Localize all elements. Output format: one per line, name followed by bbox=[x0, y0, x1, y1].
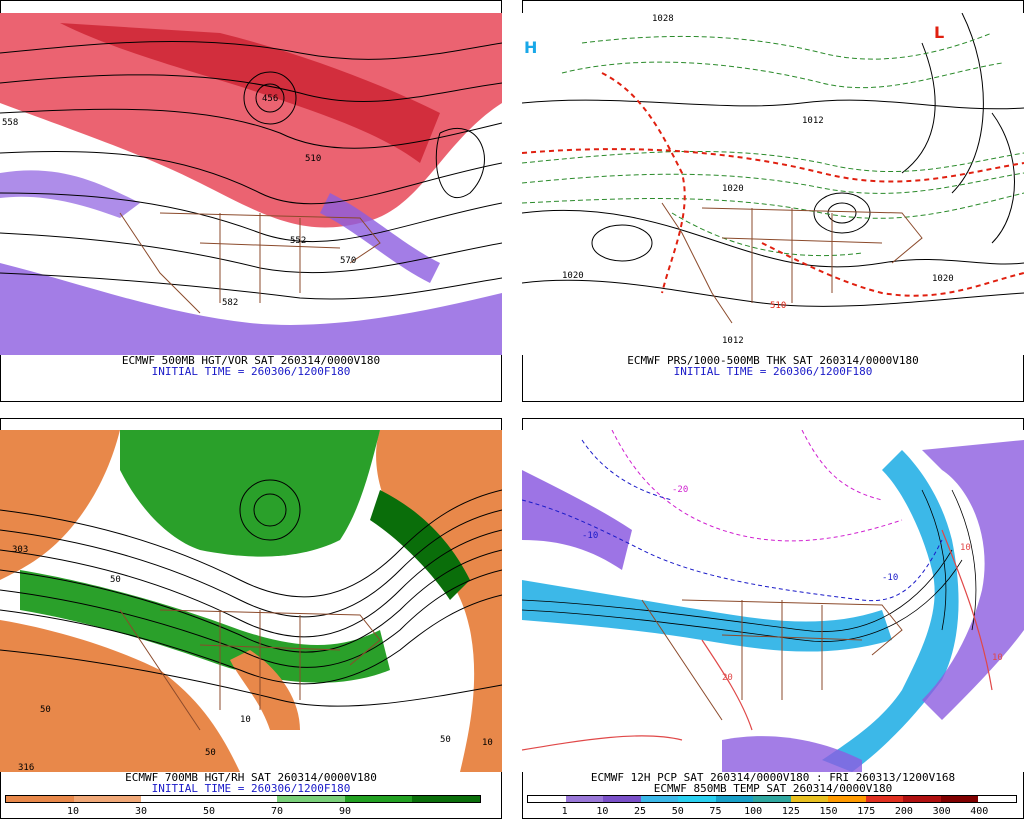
colorbar-swatch bbox=[940, 796, 979, 802]
panel-700mb-hgt-rh: 303 50 50 10 50 316 50 10 ECMWF 700MB HG… bbox=[0, 418, 502, 819]
initial-time: INITIAL TIME = 260306/1200F180 bbox=[151, 365, 351, 378]
contour-label: 558 bbox=[2, 118, 18, 128]
colorbar-tick-label: 30 bbox=[134, 806, 148, 817]
panel-500mb-hgt-vor: 558 510 552 570 582 456 ECMWF 500MB HGT/… bbox=[0, 0, 502, 402]
map-precipitation-temperature: -10 -20 10 -10 10 20 bbox=[522, 430, 1024, 772]
initial-time: INITIAL TIME = 260306/1200F180 bbox=[151, 782, 351, 795]
colorbar-tick-label: 10 bbox=[66, 806, 80, 817]
colorbar-tick-label: 25 bbox=[634, 806, 647, 817]
colorbar-swatch bbox=[565, 796, 604, 802]
colorbar-tick-label: 175 bbox=[857, 806, 876, 817]
rh-colorbar-ticks: 10 30 50 70 90 bbox=[5, 806, 481, 818]
colorbar-swatch bbox=[640, 796, 679, 802]
colorbar-swatch bbox=[603, 796, 641, 802]
contour-label: 582 bbox=[222, 298, 238, 308]
contour-label: 316 bbox=[18, 763, 34, 772]
colorbar-tick-label: 75 bbox=[709, 806, 722, 817]
isobar-label: 1028 bbox=[652, 14, 674, 24]
isotherm-label: -10 bbox=[582, 531, 598, 541]
colorbar-swatch bbox=[828, 796, 866, 802]
colorbar-swatch bbox=[678, 796, 716, 802]
colorbar-swatch bbox=[412, 796, 481, 802]
colorbar-tick-label: 90 bbox=[338, 806, 352, 817]
isobar-label: 1012 bbox=[722, 336, 744, 346]
initial-time: INITIAL TIME = 260306/1200F180 bbox=[673, 365, 873, 378]
panel-prs-thk: L H 1028 1020 1012 1020 1020 1012 510 EC… bbox=[522, 0, 1024, 402]
colorbar-swatch bbox=[344, 796, 413, 802]
panel-caption: ECMWF 700MB HGT/RH SAT 260314/0000V180 bbox=[125, 771, 377, 784]
contour-label: 50 bbox=[205, 748, 216, 758]
colorbar-swatch bbox=[978, 796, 1016, 802]
contour-label: 10 bbox=[240, 715, 251, 725]
map-700mb-humidity: 303 50 50 10 50 316 50 10 bbox=[0, 430, 502, 772]
colorbar-tick-label: 300 bbox=[932, 806, 951, 817]
isobar-label: 1020 bbox=[722, 184, 744, 194]
panel-caption: ECMWF PRS/1000-500MB THK SAT 260314/0000… bbox=[627, 354, 919, 367]
contour-label: 456 bbox=[262, 94, 278, 104]
contour-label: 552 bbox=[290, 236, 306, 246]
isotherm-label: -20 bbox=[672, 485, 688, 495]
contour-label: 570 bbox=[340, 256, 356, 266]
colorbar-swatch bbox=[865, 796, 904, 802]
colorbar-tick-label: 200 bbox=[894, 806, 913, 817]
colorbar-swatch bbox=[715, 796, 754, 802]
colorbar-swatch bbox=[209, 796, 277, 802]
colorbar-swatch bbox=[6, 796, 74, 802]
colorbar-swatch bbox=[790, 796, 829, 802]
colorbar-tick-label: 70 bbox=[270, 806, 284, 817]
colorbar-tick-label: 150 bbox=[819, 806, 838, 817]
colorbar-swatch bbox=[528, 796, 566, 802]
panel-subcaption: ECMWF 850MB TEMP SAT 260314/0000V180 bbox=[653, 782, 893, 795]
contour-label: 10 bbox=[482, 738, 493, 748]
thickness-label: 510 bbox=[770, 301, 786, 311]
colorbar-tick-label: 10 bbox=[596, 806, 609, 817]
contour-label: 510 bbox=[305, 154, 321, 164]
colorbar-tick-label: 400 bbox=[970, 806, 989, 817]
isotherm-label: 10 bbox=[992, 653, 1003, 663]
isotherm-label: -10 bbox=[882, 573, 898, 583]
colorbar-swatch bbox=[753, 796, 791, 802]
contour-label: 50 bbox=[40, 705, 51, 715]
colorbar-tick-label: 50 bbox=[671, 806, 684, 817]
isotherm-label: 10 bbox=[960, 543, 971, 553]
colorbar-swatch bbox=[903, 796, 941, 802]
rh-colorbar bbox=[5, 795, 481, 803]
colorbar-swatch bbox=[73, 796, 142, 802]
colorbar-swatch bbox=[276, 796, 345, 802]
isobar-label: 1012 bbox=[802, 116, 824, 126]
contour-label: 303 bbox=[12, 545, 28, 555]
map-pressure-thickness: L H 1028 1020 1012 1020 1020 1012 510 bbox=[522, 13, 1024, 355]
panel-12h-pcp-850mb-temp: -10 -20 10 -10 10 20 ECMWF 12H PCP SAT 2… bbox=[522, 418, 1024, 819]
colorbar-tick-label: 125 bbox=[781, 806, 800, 817]
precip-colorbar bbox=[527, 795, 1017, 803]
low-pressure-marker: L bbox=[934, 23, 944, 42]
precip-colorbar-ticks: 1 10 25 50 75 100 125 150 175 200 300 400 bbox=[527, 806, 1017, 818]
colorbar-tick-label: 1 bbox=[561, 806, 568, 817]
panel-caption: ECMWF 12H PCP SAT 260314/0000V180 : FRI … bbox=[590, 771, 956, 784]
isobar-label: 1020 bbox=[562, 271, 584, 281]
isobar-label: 1020 bbox=[932, 274, 954, 284]
colorbar-tick-label: 100 bbox=[744, 806, 763, 817]
contour-label: 50 bbox=[110, 575, 121, 585]
contour-label: 50 bbox=[440, 735, 451, 745]
isotherm-label: 20 bbox=[722, 673, 733, 683]
colorbar-tick-label: 50 bbox=[202, 806, 216, 817]
map-500mb-vorticity: 558 510 552 570 582 456 bbox=[0, 13, 502, 355]
colorbar-swatch bbox=[141, 796, 210, 802]
panel-caption: ECMWF 500MB HGT/VOR SAT 260314/0000V180 bbox=[121, 354, 381, 367]
high-pressure-marker: H bbox=[524, 38, 537, 57]
